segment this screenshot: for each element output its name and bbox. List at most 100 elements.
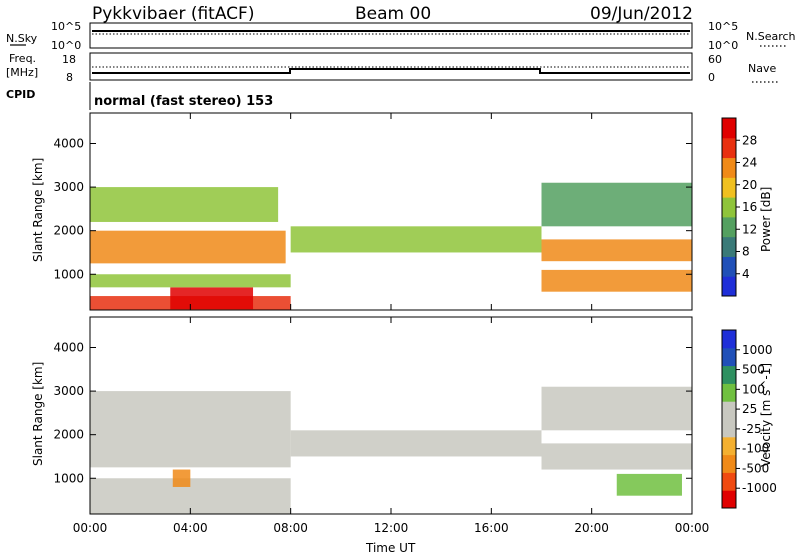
nave-tick-low: 0 [708,71,715,84]
x-tick-label: 16:00 [474,521,509,535]
x-tick-label: 08:00 [273,521,308,535]
nsearch-tick-low: 10^0 [708,39,738,52]
power-panel: Slant Range [km] 1000 2000 3000 4000 [31,112,693,311]
velocity-echo-band [172,469,191,487]
radar-title: Pykkvibaer (fitACF) [92,4,254,24]
freq-tick-low: 8 [66,71,73,84]
freq-unit-label: [MHz] [6,66,38,79]
power-colorbar-tick-label: 24 [742,156,757,170]
velocity-ytick-label: 4000 [53,341,84,355]
cpid-text: normal (fast stereo) 153 [94,94,273,109]
beam-label: Beam 00 [355,4,431,24]
power-echo-band [541,182,692,227]
power-colorbar-tick-label: 8 [742,245,750,259]
power-ytick-label: 4000 [53,137,84,151]
power-ylabel: Slant Range [km] [31,158,45,262]
power-colorbar-tick-label: 28 [742,133,757,147]
velocity-ylabel: Slant Range [km] [31,362,45,466]
velocity-colorbar-tick-label: 100 [742,382,765,396]
power-echo-band [170,287,254,310]
velocity-data [90,386,692,514]
velocity-colorbar-frame [721,329,737,509]
velocity-colorbar-segment [722,490,736,509]
freq-label: Freq. [9,52,36,65]
x-tick-label: 00:00 [73,521,108,535]
velocity-y-axis: 1000 2000 3000 4000 [53,341,692,485]
velocity-colorbar-segment [722,419,736,438]
nsky-panel [89,22,693,49]
power-colorbar-segment [722,157,736,178]
power-colorbar-segment [722,137,736,159]
velocity-colorbar-tick-label: -25 [742,422,762,436]
power-echo-band [541,269,692,292]
velocity-colorbar-tick-label: 500 [742,363,765,377]
velocity-ytick-label: 2000 [53,428,84,442]
velocity-colorbar-segment [722,365,736,384]
power-colorbar-segment [722,177,736,198]
velocity-colorbar-tick-label: 1000 [742,343,773,357]
nave-tick-high: 60 [708,53,722,66]
power-ytick-label: 2000 [53,224,84,238]
velocity-echo-band [290,430,542,457]
power-echo-band [541,239,692,262]
power-echo-band [90,187,279,222]
velocity-echo-band [616,473,682,496]
velocity-ytick-label: 3000 [53,384,84,398]
velocity-colorbar-tick-label: -100 [742,442,769,456]
power-data [90,182,692,310]
velocity-echo-band [541,386,692,431]
power-colorbar-segment [722,276,736,297]
power-colorbar-segment [722,197,736,218]
nsky-tick-low: 10^0 [51,39,81,52]
power-colorbar-tick-label: 20 [742,178,757,192]
power-echo-band [90,274,291,288]
power-colorbar-segment [722,236,736,257]
velocity-ytick-label: 1000 [53,471,84,485]
velocity-colorbar-tick-label: 25 [742,402,757,416]
velocity-echo-band [90,391,291,468]
x-axis-label: Time UT [365,541,416,554]
power-colorbar-tick-label: 12 [742,222,757,236]
power-ytick-label: 1000 [53,267,84,281]
velocity-echo-band [541,443,692,470]
power-ytick-label: 3000 [53,180,84,194]
power-colorbar-segment [722,256,736,277]
nsearch-label: N.Search [746,30,796,43]
power-colorbar-tick-label: 16 [742,200,757,214]
power-y-axis: 1000 2000 3000 4000 [53,137,692,281]
power-echo-band [290,226,542,253]
power-colorbar-tick-label: 4 [742,267,750,281]
power-x-axis [89,113,693,310]
cpid-label: CPID [6,88,35,101]
velocity-colorbar-segment [722,472,736,491]
velocity-colorbar-segment [722,347,736,367]
power-colorbar-segment [722,118,736,139]
velocity-colorbar-segment [722,383,736,402]
velocity-colorbar-segment [722,454,736,473]
velocity-colorbar-segment [722,330,736,349]
x-tick-label: 20:00 [574,521,609,535]
velocity-colorbar-tick-label: -500 [742,461,769,475]
velocity-colorbar-segment [722,436,736,456]
power-echo-band [90,230,286,264]
date-label: 09/Jun/2012 [590,4,693,24]
nsky-label: N.Sky [6,32,38,45]
nave-label: Nave [748,62,776,75]
x-tick-label: 00:00 [675,521,710,535]
velocity-x-axis: 00:00 04:00 08:00 12:00 16:00 20:00 00:00 [73,317,710,535]
velocity-colorbar-segment [722,401,736,420]
nsky-tick-high: 10^5 [51,20,81,33]
freq-trace [92,68,690,74]
x-tick-label: 04:00 [173,521,208,535]
velocity-colorbar: 1000 500 100 25 -25 -100 -500 -1000 [721,329,777,509]
x-tick-label: 12:00 [374,521,409,535]
power-colorbar: 28 24 20 16 12 8 4 [721,117,757,297]
freq-panel [89,52,693,81]
freq-tick-high: 18 [62,53,76,66]
nsearch-tick-high: 10^5 [708,20,738,33]
power-colorbar-label: Power [dB] [759,187,773,252]
velocity-colorbar-tick-label: -1000 [742,481,777,495]
velocity-colorbar-label: Velocity [m s^-1] [759,363,773,467]
